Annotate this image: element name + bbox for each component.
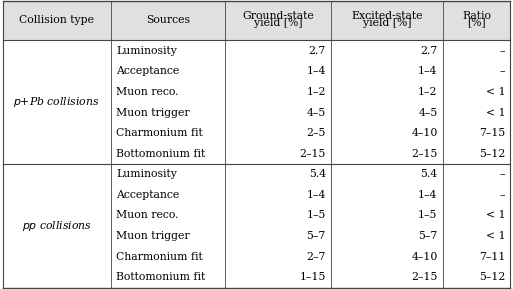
Text: Muon trigger: Muon trigger bbox=[116, 108, 190, 118]
Text: Charmonium fit: Charmonium fit bbox=[116, 252, 203, 262]
Text: 1–4: 1–4 bbox=[306, 66, 326, 76]
Text: Ratio: Ratio bbox=[462, 11, 491, 21]
Text: 5–7: 5–7 bbox=[307, 231, 326, 241]
Text: [%]: [%] bbox=[467, 18, 486, 28]
Text: < 1: < 1 bbox=[486, 231, 505, 241]
Text: < 1: < 1 bbox=[486, 87, 505, 97]
Text: 7–11: 7–11 bbox=[479, 252, 505, 262]
Text: 4–5: 4–5 bbox=[418, 108, 438, 118]
Text: $p$+Pb collisions: $p$+Pb collisions bbox=[13, 95, 100, 109]
Text: 1–5: 1–5 bbox=[418, 210, 438, 221]
Text: 1–4: 1–4 bbox=[418, 190, 438, 200]
Text: 7–15: 7–15 bbox=[479, 128, 505, 138]
Text: 5.4: 5.4 bbox=[309, 169, 326, 179]
Text: < 1: < 1 bbox=[486, 210, 505, 221]
Text: –: – bbox=[500, 66, 505, 76]
Text: 2–15: 2–15 bbox=[300, 149, 326, 159]
Text: 2–15: 2–15 bbox=[411, 272, 438, 282]
Text: Bottomonium fit: Bottomonium fit bbox=[116, 149, 205, 159]
Text: 1–15: 1–15 bbox=[300, 272, 326, 282]
Text: 4–10: 4–10 bbox=[411, 128, 438, 138]
Text: Luminosity: Luminosity bbox=[116, 46, 177, 56]
Text: 2.7: 2.7 bbox=[420, 46, 438, 56]
Text: 2.7: 2.7 bbox=[309, 46, 326, 56]
Text: 4–10: 4–10 bbox=[411, 252, 438, 262]
Text: Bottomonium fit: Bottomonium fit bbox=[116, 272, 205, 282]
Text: –: – bbox=[500, 190, 505, 200]
Text: 5–12: 5–12 bbox=[479, 272, 505, 282]
Text: 4–5: 4–5 bbox=[307, 108, 326, 118]
Text: Charmonium fit: Charmonium fit bbox=[116, 128, 203, 138]
Text: 5–7: 5–7 bbox=[418, 231, 438, 241]
Text: Acceptance: Acceptance bbox=[116, 190, 179, 200]
Text: < 1: < 1 bbox=[486, 108, 505, 118]
Text: $pp$ collisions: $pp$ collisions bbox=[22, 219, 92, 233]
Text: Muon trigger: Muon trigger bbox=[116, 231, 190, 241]
Text: 2–15: 2–15 bbox=[411, 149, 438, 159]
Bar bbox=[3, 1, 510, 40]
Text: yield [%]: yield [%] bbox=[254, 18, 302, 28]
Text: 2–7: 2–7 bbox=[306, 252, 326, 262]
Text: 1–2: 1–2 bbox=[418, 87, 438, 97]
Text: Collision type: Collision type bbox=[19, 15, 94, 25]
Text: 5–12: 5–12 bbox=[479, 149, 505, 159]
Text: Excited-state: Excited-state bbox=[351, 11, 423, 21]
Text: Muon reco.: Muon reco. bbox=[116, 87, 179, 97]
Text: yield [%]: yield [%] bbox=[363, 18, 411, 28]
Text: Muon reco.: Muon reco. bbox=[116, 210, 179, 221]
Text: 1–4: 1–4 bbox=[418, 66, 438, 76]
Text: –: – bbox=[500, 46, 505, 56]
Text: –: – bbox=[500, 169, 505, 179]
Text: Ground-state: Ground-state bbox=[242, 11, 314, 21]
Text: 5.4: 5.4 bbox=[421, 169, 438, 179]
Text: 1–2: 1–2 bbox=[306, 87, 326, 97]
Text: Luminosity: Luminosity bbox=[116, 169, 177, 179]
Text: Sources: Sources bbox=[146, 15, 190, 25]
Text: 2–5: 2–5 bbox=[306, 128, 326, 138]
Text: 1–5: 1–5 bbox=[306, 210, 326, 221]
Text: Acceptance: Acceptance bbox=[116, 66, 179, 76]
Text: 1–4: 1–4 bbox=[306, 190, 326, 200]
